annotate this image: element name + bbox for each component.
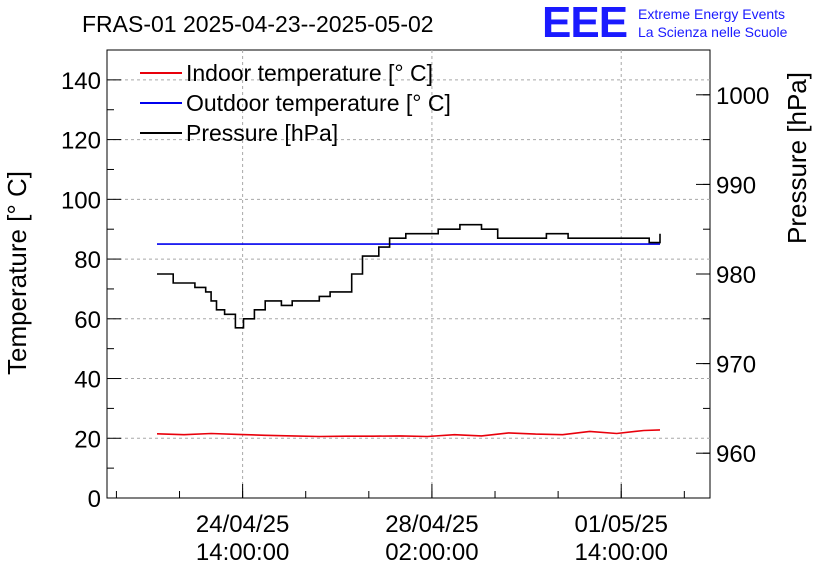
y2-tick-label: 1000 (716, 83, 769, 110)
logo-line-2: La Scienza nelle Scuole (638, 24, 788, 40)
y-tick-label: 140 (61, 68, 101, 95)
y-axis-label: Temperature [° C] (2, 171, 32, 375)
x-tick-label-time: 02:00:00 (385, 539, 478, 566)
y2-tick-label: 990 (716, 172, 756, 199)
x-tick-label-date: 24/04/25 (196, 511, 289, 538)
plot-frame (106, 49, 711, 499)
y-tick-label: 100 (61, 187, 101, 214)
logo-line-1: Extreme Energy Events (638, 6, 786, 22)
grid (107, 50, 710, 498)
left-axis: 0 20 40 60 80 100 120 140 (61, 68, 121, 513)
y-tick-label: 120 (61, 128, 101, 155)
plot-area: 0 20 40 60 80 100 120 140 960 970 980 990 1000 24/0… (61, 49, 769, 566)
y-tick-label: 80 (74, 247, 101, 274)
x-axis: 24/04/2514:00:0028/04/2502:00:0001/05/25… (115, 484, 685, 566)
x-tick-label-date: 28/04/25 (385, 511, 478, 538)
series-line-1 (156, 429, 661, 438)
x-tick-label-date: 01/05/25 (575, 511, 668, 538)
y-tick-label: 0 (88, 486, 101, 513)
legend-label-2: Outdoor temperature [° C] (186, 90, 451, 116)
legend-label-1: Indoor temperature [° C] (186, 60, 433, 86)
y2-tick-label: 960 (716, 441, 756, 468)
x-tick-label-time: 14:00:00 (196, 539, 289, 566)
y-tick-label: 20 (74, 426, 101, 453)
y-tick-label: 60 (74, 307, 101, 334)
series-layer (156, 223, 661, 438)
y-tick-label: 40 (74, 367, 101, 394)
legend: Indoor temperature [° C] Outdoor temperat… (140, 60, 451, 146)
legend-label-3: Pressure [hPa] (186, 120, 338, 146)
y2-tick-label: 980 (716, 262, 756, 289)
series-line-3 (157, 223, 661, 329)
chart-title: FRAS-01 2025-04-23--2025-05-02 (82, 11, 434, 37)
x-tick-label-time: 14:00:00 (575, 539, 668, 566)
eee-logo-mark: EEE (542, 0, 628, 47)
y2-axis-label: Pressure [hPa] (782, 72, 812, 244)
right-axis: 960 970 980 990 1000 (696, 49, 769, 499)
y2-tick-label: 970 (716, 352, 756, 379)
